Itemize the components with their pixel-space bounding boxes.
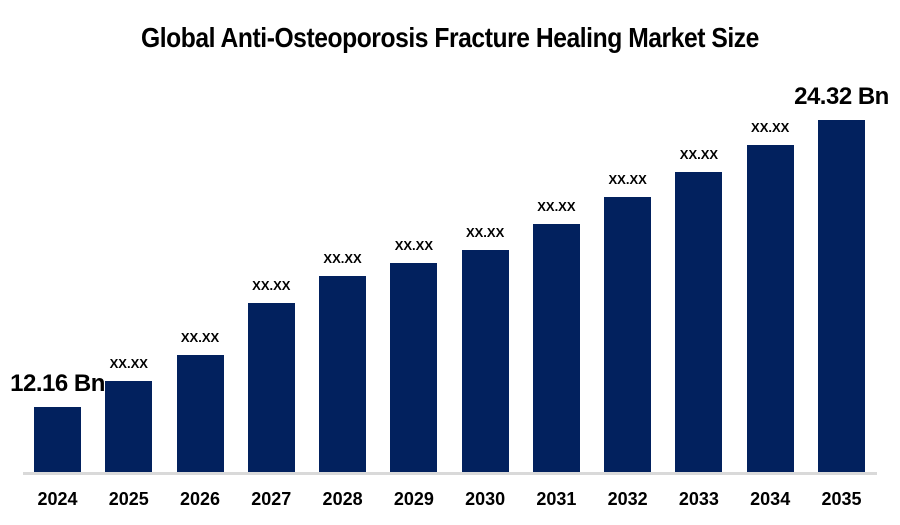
bar-value-label-2025: XX.XX <box>109 356 148 371</box>
bar-2034 <box>746 145 794 472</box>
x-tick-2031: 2031 <box>536 489 577 509</box>
x-tick-2026: 2026 <box>180 489 221 509</box>
bar-value-label-2031: XX.XX <box>537 199 576 214</box>
x-tick-2032: 2032 <box>607 489 648 509</box>
bar-value-label-2032: XX.XX <box>608 172 647 187</box>
bar-value-label-2026: XX.XX <box>180 330 220 345</box>
chart-title: Global Anti-Osteoporosis Fracture Healin… <box>141 22 759 53</box>
bar-2029 <box>390 263 438 472</box>
x-tick-2030: 2030 <box>465 489 506 509</box>
x-tick-2033: 2033 <box>678 489 719 509</box>
bar-2031 <box>532 224 580 472</box>
bar-2033 <box>675 172 723 472</box>
bar-value-label-2030: XX.XX <box>465 225 505 240</box>
bar-value-label-2024: 12.16 Bn <box>10 370 105 397</box>
bar-value-label-2029: XX.XX <box>394 238 433 253</box>
x-tick-2025: 2025 <box>108 489 149 509</box>
bar-value-label-2034: XX.XX <box>751 120 790 135</box>
x-tick-2024: 2024 <box>37 489 78 509</box>
bar-value-label-2028: XX.XX <box>323 251 362 266</box>
bar-value-label-2035: 24.32 Bn <box>794 83 889 110</box>
bar-2035 <box>817 120 865 472</box>
bar-2026 <box>176 355 224 472</box>
bar-2032 <box>604 197 652 472</box>
bar-2025 <box>105 381 153 472</box>
bar-2024 <box>34 407 81 472</box>
bar-value-label-2033: XX.XX <box>679 147 719 162</box>
bar-2027 <box>247 303 295 472</box>
x-tick-2029: 2029 <box>393 489 434 509</box>
x-tick-2027: 2027 <box>251 489 292 509</box>
x-tick-2034: 2034 <box>750 489 791 509</box>
bar-value-label-2027: XX.XX <box>252 278 291 293</box>
x-axis-line <box>23 472 877 475</box>
x-tick-2035: 2035 <box>821 489 862 509</box>
bar-2030 <box>461 250 509 472</box>
bar-2028 <box>319 276 367 472</box>
x-tick-2028: 2028 <box>322 489 363 509</box>
